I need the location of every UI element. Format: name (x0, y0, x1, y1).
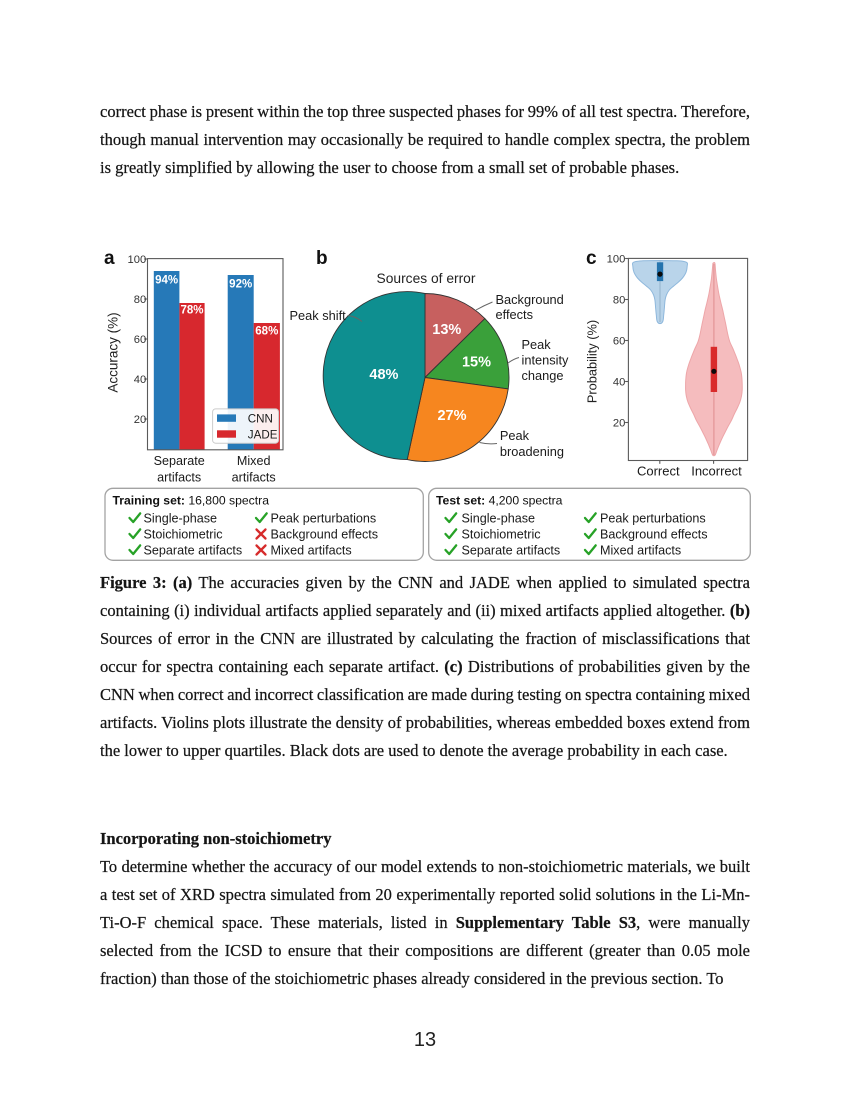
svg-text:92%: 92% (229, 279, 252, 291)
svg-text:40: 40 (134, 374, 146, 386)
svg-text:artifacts: artifacts (232, 471, 276, 485)
svg-text:Background: Background (496, 292, 564, 307)
svg-text:Training set: 16,800 spectra: Training set: 16,800 spectra (113, 493, 270, 507)
svg-text:80: 80 (134, 294, 146, 306)
svg-text:Accuracy (%): Accuracy (%) (106, 312, 121, 392)
svg-text:15%: 15% (462, 355, 491, 371)
svg-text:intensity: intensity (522, 353, 570, 368)
svg-text:Peak: Peak (500, 428, 530, 443)
svg-text:Separate: Separate (154, 454, 205, 468)
svg-text:78%: 78% (180, 305, 203, 317)
svg-text:Peak: Peak (522, 337, 552, 352)
svg-text:Background effects: Background effects (271, 528, 379, 542)
svg-text:Single-phase: Single-phase (144, 512, 218, 526)
svg-text:Separate artifacts: Separate artifacts (144, 544, 243, 558)
svg-text:Peak perturbations: Peak perturbations (600, 512, 706, 526)
svg-text:Test set: 4,200 spectra: Test set: 4,200 spectra (436, 493, 563, 507)
svg-text:Mixed: Mixed (237, 454, 271, 468)
svg-text:13%: 13% (432, 322, 461, 338)
svg-text:60: 60 (613, 335, 625, 347)
svg-text:Stoichiometric: Stoichiometric (144, 528, 223, 542)
svg-text:Correct: Correct (637, 464, 680, 479)
svg-text:JADE: JADE (248, 428, 278, 441)
svg-text:Mixed artifacts: Mixed artifacts (271, 544, 352, 558)
svg-text:Mixed artifacts: Mixed artifacts (600, 544, 681, 558)
svg-text:change: change (522, 368, 564, 383)
svg-text:20: 20 (134, 414, 146, 426)
svg-text:Stoichiometric: Stoichiometric (462, 528, 541, 542)
svg-text:100: 100 (128, 254, 147, 266)
svg-text:Single-phase: Single-phase (462, 512, 536, 526)
svg-text:60: 60 (134, 334, 146, 346)
svg-text:Separate artifacts: Separate artifacts (462, 544, 561, 558)
svg-text:27%: 27% (437, 408, 466, 424)
svg-text:broadening: broadening (500, 444, 564, 459)
svg-text:48%: 48% (369, 367, 398, 383)
svg-text:40: 40 (613, 376, 625, 388)
svg-text:Probability (%): Probability (%) (585, 320, 600, 403)
svg-text:20: 20 (613, 417, 625, 429)
svg-text:c: c (586, 248, 597, 269)
svg-text:Sources of error: Sources of error (377, 271, 476, 286)
svg-text:94%: 94% (155, 275, 178, 287)
svg-text:a: a (104, 248, 115, 269)
svg-text:Peak shift: Peak shift (289, 308, 346, 323)
svg-text:80: 80 (613, 294, 625, 306)
svg-text:effects: effects (496, 307, 533, 322)
svg-text:artifacts: artifacts (157, 471, 201, 485)
svg-text:b: b (316, 248, 328, 269)
svg-text:100: 100 (607, 254, 626, 266)
svg-text:Background effects: Background effects (600, 528, 708, 542)
svg-text:Incorrect: Incorrect (691, 464, 742, 479)
svg-text:CNN: CNN (248, 413, 273, 426)
svg-text:Peak perturbations: Peak perturbations (271, 512, 377, 526)
svg-text:68%: 68% (255, 326, 278, 338)
